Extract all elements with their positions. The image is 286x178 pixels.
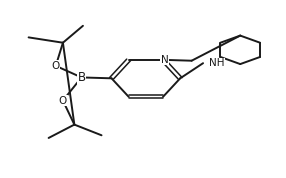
Text: B: B — [78, 71, 86, 84]
Text: O: O — [52, 61, 60, 71]
Text: N: N — [160, 55, 168, 65]
Text: O: O — [59, 96, 67, 106]
Text: NH: NH — [209, 58, 225, 68]
